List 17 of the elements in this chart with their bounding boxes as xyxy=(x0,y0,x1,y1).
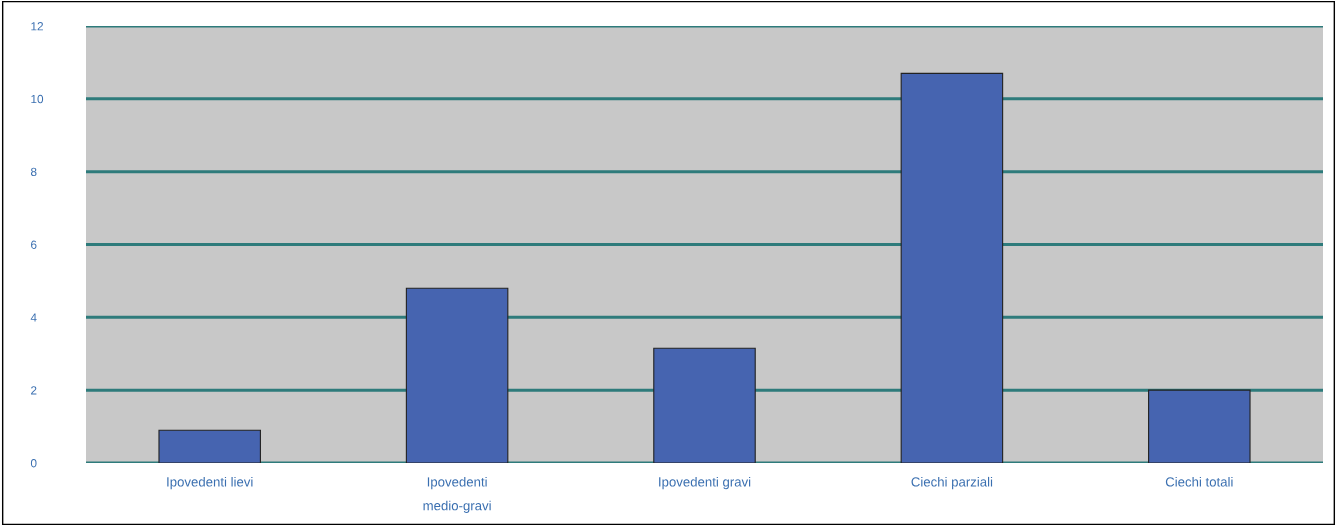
bar xyxy=(653,347,756,463)
bar xyxy=(405,287,509,463)
bar xyxy=(1148,389,1251,463)
bar xyxy=(158,429,261,463)
y-tick-label: 8 xyxy=(30,167,37,177)
y-tick-label: 6 xyxy=(31,240,37,249)
x-tick-label: Ipovedenti medio-gravi xyxy=(423,476,491,513)
y-tick-label: 0 xyxy=(30,459,37,468)
y-tick-label: 2 xyxy=(31,386,37,395)
y-tick-label: 12 xyxy=(31,22,43,31)
y-tick-label: 10 xyxy=(31,94,44,104)
bar xyxy=(900,72,1004,463)
x-tick-label: Ciechi totali xyxy=(1165,476,1233,487)
x-tick-label: Ipovedenti lievi xyxy=(167,476,253,490)
x-tick-label: Ciechi parziali xyxy=(911,476,993,490)
x-tick-label: Ipovedenti gravi xyxy=(659,476,751,490)
y-tick-label: 4 xyxy=(30,313,37,322)
